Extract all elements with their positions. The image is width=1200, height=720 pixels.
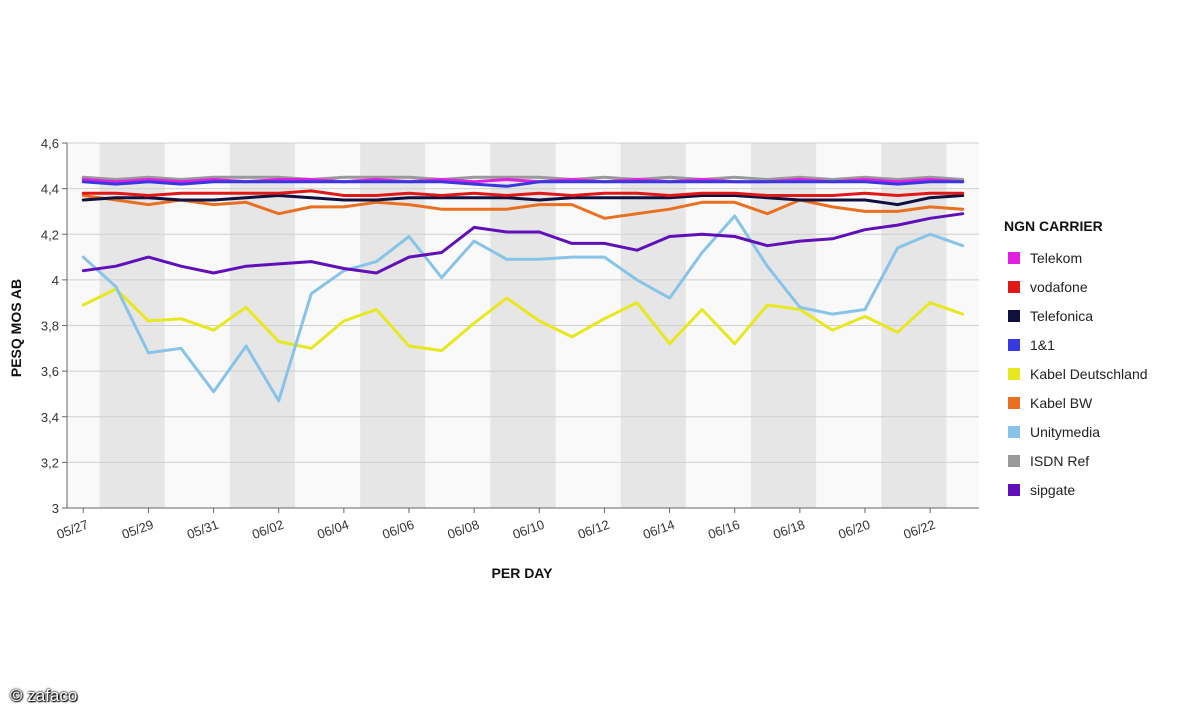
y-axis-title: PESQ MOS AB	[8, 279, 24, 377]
legend-swatch	[1008, 483, 1020, 496]
x-tick-label: 06/18	[771, 517, 807, 542]
legend-label: ISDN Ref	[1030, 452, 1090, 469]
x-tick-label: 06/06	[380, 517, 416, 542]
y-tick-label: 4	[52, 273, 59, 288]
y-tick-label: 3,6	[41, 364, 59, 379]
x-tick-label: 06/12	[576, 517, 612, 542]
y-tick-label: 3,2	[41, 455, 59, 470]
legend-label: vodafone	[1030, 278, 1088, 295]
x-tick-label: 06/22	[901, 517, 937, 542]
legend-swatch	[1008, 309, 1020, 322]
series-line-vodafone	[81, 189, 965, 197]
legend-swatch	[1008, 454, 1020, 467]
x-axis-ticks: 05/27 05/29 05/31 06/02 06/04 06/06 06/08 06/10…	[55, 508, 937, 542]
x-axis-title: PER DAY	[492, 565, 554, 581]
legend-label: sipgate	[1030, 481, 1076, 498]
x-tick-label: 05/27	[55, 517, 91, 542]
series-lines	[81, 175, 965, 403]
legend-label: Kabel Deutschland	[1030, 365, 1148, 382]
series-line-sipgate	[81, 212, 965, 275]
y-tick-label: 3,8	[41, 319, 59, 334]
legend-swatch	[1008, 280, 1020, 293]
legend-swatch	[1008, 367, 1020, 380]
series-line-telefonica	[81, 194, 965, 207]
x-tick-label: 06/04	[315, 517, 351, 542]
y-tick-label: 4,2	[41, 227, 59, 242]
legend-item: vodafone	[1004, 272, 1194, 301]
legend-item: Kabel Deutschland	[1004, 359, 1194, 388]
series-line-unitymedia	[81, 214, 965, 403]
x-tick-label: 06/08	[445, 517, 481, 542]
y-tick-label: 3	[52, 501, 59, 516]
series-line-kabel-bw	[81, 194, 965, 220]
legend-item: Telefonica	[1004, 301, 1194, 330]
legend-label: Telefonica	[1030, 307, 1094, 324]
x-tick-label: 06/14	[641, 517, 677, 542]
y-tick-label: 4,6	[41, 136, 59, 151]
watermark: © zafaco	[10, 686, 78, 705]
x-tick-label: 05/29	[120, 517, 156, 542]
legend: NGN CARRIER Telekom vodafone Telefonica 1&1…	[1004, 218, 1194, 504]
legend-label: Unitymedia	[1030, 423, 1101, 440]
series-line-1-1	[81, 180, 965, 188]
legend-swatch	[1008, 425, 1020, 438]
y-tick-label: 3,4	[41, 410, 59, 425]
x-tick-label: 06/20	[836, 517, 872, 542]
legend-item: ISDN Ref	[1004, 446, 1194, 475]
legend-item: Kabel BW	[1004, 388, 1194, 417]
legend-swatch	[1008, 251, 1020, 264]
x-tick-label: 06/16	[706, 517, 742, 542]
legend-label: 1&1	[1030, 336, 1055, 353]
y-tick-label: 4,4	[41, 182, 59, 197]
legend-title: NGN CARRIER	[1004, 218, 1103, 234]
y-axis-ticks: 3 3,2 3,4 3,6 3,8 4 4,2 4,4 4,6	[41, 136, 979, 516]
legend-swatch	[1008, 396, 1020, 409]
legend-item: Unitymedia	[1004, 417, 1194, 446]
legend-item: sipgate	[1004, 475, 1194, 504]
series-line-kabel-deutschland	[81, 287, 965, 353]
x-tick-label: 05/31	[185, 517, 221, 542]
legend-item: 1&1	[1004, 330, 1194, 359]
series-line-isdn-ref	[81, 175, 965, 181]
legend-swatch	[1008, 338, 1020, 351]
x-tick-label: 06/10	[511, 517, 547, 542]
legend-items: Telekom vodafone Telefonica 1&1 Kabel Deutsc…	[1004, 243, 1194, 504]
x-tick-label: 06/02	[250, 517, 286, 542]
legend-item: Telekom	[1004, 243, 1194, 272]
line-chart: 33,23,43,63,844,24,44,6 05/27 05/29 05/31 0…	[8, 136, 979, 581]
legend-label: Telekom	[1030, 249, 1083, 266]
legend-label: Kabel BW	[1030, 394, 1093, 411]
